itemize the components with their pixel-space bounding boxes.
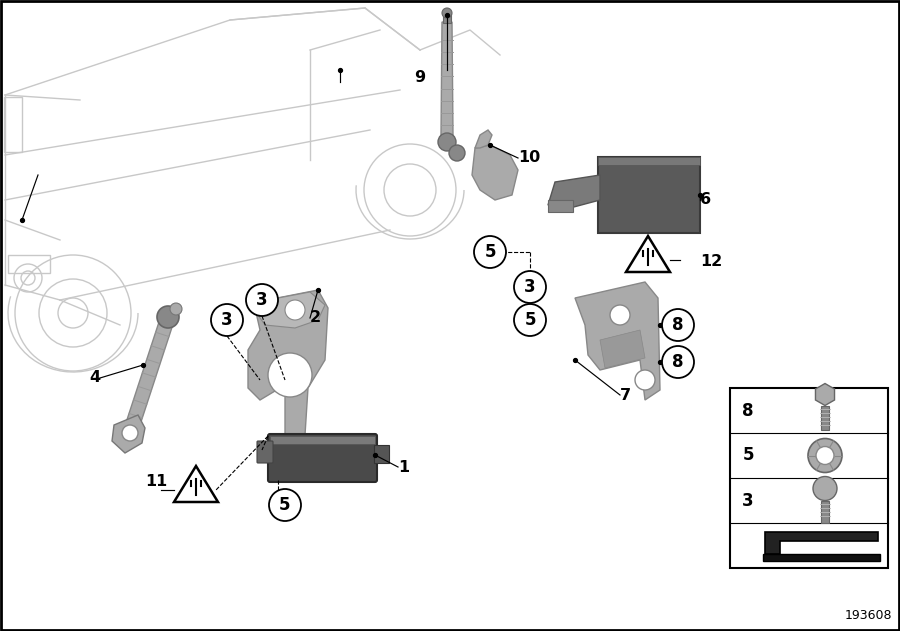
Polygon shape <box>575 282 660 400</box>
Circle shape <box>662 309 694 341</box>
Polygon shape <box>598 157 700 165</box>
Bar <box>548 200 573 212</box>
Circle shape <box>442 8 452 18</box>
Polygon shape <box>600 330 645 368</box>
Circle shape <box>610 305 630 325</box>
Bar <box>821 500 829 522</box>
Circle shape <box>813 476 837 500</box>
Polygon shape <box>441 22 453 140</box>
Polygon shape <box>270 436 375 444</box>
Text: 2: 2 <box>310 310 321 326</box>
Text: 5: 5 <box>524 311 536 329</box>
Circle shape <box>268 353 312 397</box>
Text: 12: 12 <box>700 254 722 269</box>
Bar <box>821 406 829 430</box>
Circle shape <box>662 346 694 378</box>
Circle shape <box>816 447 834 464</box>
Text: 4: 4 <box>89 370 100 386</box>
Text: 8: 8 <box>742 401 754 420</box>
Polygon shape <box>123 315 175 435</box>
Polygon shape <box>475 130 492 148</box>
Text: 193608: 193608 <box>844 609 892 622</box>
Text: 11: 11 <box>145 473 167 488</box>
Circle shape <box>474 236 506 268</box>
Circle shape <box>635 370 655 390</box>
Bar <box>8 255 50 273</box>
Text: 3: 3 <box>742 492 754 509</box>
Circle shape <box>438 133 456 151</box>
Circle shape <box>808 439 842 473</box>
FancyBboxPatch shape <box>268 434 377 482</box>
Text: 5: 5 <box>742 447 754 464</box>
Polygon shape <box>765 531 878 553</box>
Circle shape <box>269 489 301 521</box>
Polygon shape <box>626 236 670 272</box>
Circle shape <box>246 284 278 316</box>
Text: 5: 5 <box>279 496 291 514</box>
Circle shape <box>211 304 243 336</box>
Text: 8: 8 <box>672 353 684 371</box>
Text: 7: 7 <box>620 387 631 403</box>
Polygon shape <box>174 466 218 502</box>
Polygon shape <box>815 384 834 406</box>
Text: 3: 3 <box>221 311 233 329</box>
Bar <box>443 14 451 23</box>
Bar <box>4 97 22 152</box>
Text: 10: 10 <box>518 151 540 165</box>
Text: 3: 3 <box>524 278 536 296</box>
Polygon shape <box>548 175 600 208</box>
Circle shape <box>514 304 546 336</box>
Polygon shape <box>257 292 325 328</box>
Text: 5: 5 <box>484 243 496 261</box>
Text: 8: 8 <box>672 316 684 334</box>
FancyBboxPatch shape <box>257 441 273 463</box>
Circle shape <box>285 300 305 320</box>
Bar <box>730 388 888 568</box>
Circle shape <box>514 271 546 303</box>
Polygon shape <box>248 290 328 440</box>
Circle shape <box>449 145 465 161</box>
Text: 3: 3 <box>256 291 268 309</box>
Polygon shape <box>112 415 145 453</box>
Text: 6: 6 <box>700 192 711 208</box>
Circle shape <box>170 303 182 315</box>
Polygon shape <box>472 145 518 200</box>
FancyBboxPatch shape <box>598 157 700 233</box>
Bar <box>763 553 880 560</box>
Bar <box>374 445 389 463</box>
Text: 9: 9 <box>414 71 425 85</box>
Circle shape <box>157 306 179 328</box>
Text: 1: 1 <box>398 459 410 475</box>
Circle shape <box>122 425 138 441</box>
